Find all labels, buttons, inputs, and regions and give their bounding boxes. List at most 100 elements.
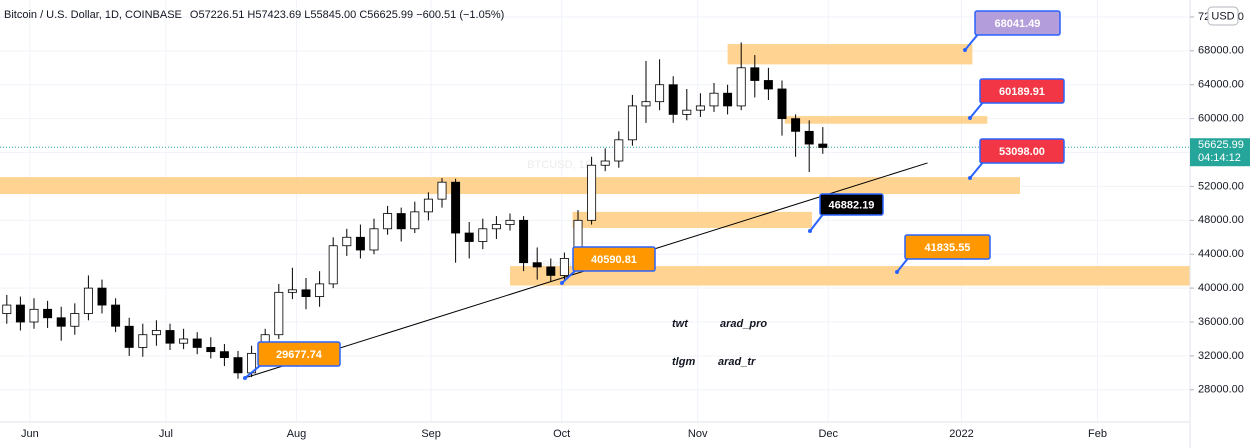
- candle-body: [383, 213, 393, 230]
- callout-box: [979, 138, 1065, 164]
- price-zone: [0, 177, 1020, 195]
- callout-box: [904, 234, 991, 260]
- y-tick-label: 36000.00: [1198, 316, 1244, 328]
- candle-body: [369, 228, 379, 251]
- candle-body: [29, 308, 39, 323]
- candle-body: [83, 287, 93, 314]
- callout-tip: [963, 48, 967, 52]
- candle-body: [559, 258, 569, 276]
- candle-body: [192, 338, 202, 348]
- x-tick-label: Sep: [421, 428, 441, 440]
- candle-body: [437, 181, 447, 200]
- price-zone: [727, 44, 973, 65]
- callout-label: 60189.91: [999, 86, 1045, 98]
- candle-body: [43, 308, 53, 319]
- candle-body: [151, 330, 161, 336]
- candle-body: [423, 198, 433, 213]
- candle-body: [15, 304, 25, 323]
- x-tick-label: Dec: [818, 428, 838, 440]
- y-tick-label: 44000.00: [1198, 248, 1244, 260]
- note-handle: arad_tr: [718, 356, 756, 368]
- ohlc-text: O57226.51 H57423.69 L55845.00 C56625.99 …: [190, 9, 504, 21]
- callout-label: 41835.55: [925, 242, 971, 254]
- candle-body: [641, 101, 651, 107]
- candle-body: [723, 92, 733, 107]
- candle-body: [804, 130, 814, 145]
- x-tick-label: Jun: [21, 428, 39, 440]
- price-zone: [510, 266, 1190, 286]
- candle-body: [56, 317, 66, 327]
- note-key: tlgm: [672, 356, 695, 368]
- candle-body: [546, 266, 556, 276]
- callout-pointer: [969, 100, 985, 119]
- candle-body: [777, 88, 787, 120]
- candle-body: [600, 160, 610, 166]
- candle-body: [179, 338, 189, 344]
- x-tick-label: Jul: [159, 428, 173, 440]
- candle-body: [287, 289, 297, 293]
- candle-body: [97, 287, 107, 306]
- candle-body: [627, 105, 637, 141]
- candle-body: [410, 211, 420, 230]
- currency-button[interactable]: [1207, 6, 1239, 26]
- candle-body: [818, 143, 828, 148]
- chart-title: Bitcoin / U.S. Dollar, 1D, COINBASE O5722…: [4, 9, 504, 21]
- y-tick-label: 48000.00: [1198, 214, 1244, 226]
- x-tick-label: 2022: [949, 428, 973, 440]
- callout-label: 29677.74: [276, 349, 323, 361]
- candle-body: [750, 67, 760, 81]
- y-tick-label: 28000.00: [1198, 384, 1244, 396]
- y-tick-label: 64000.00: [1198, 79, 1244, 91]
- candle-body: [233, 357, 243, 374]
- callout-label: 40590.81: [591, 254, 637, 266]
- price-zone: [784, 116, 988, 124]
- x-tick-label: Nov: [688, 428, 708, 440]
- callout-label: 68041.49: [995, 18, 1041, 30]
- candle-body: [614, 139, 624, 162]
- candle-body: [124, 325, 134, 348]
- candle-body: [2, 304, 12, 314]
- watermark: BTCUSD, 1D: [527, 159, 592, 171]
- callout-box: [979, 78, 1065, 104]
- callout-label: 46882.19: [829, 199, 875, 211]
- callout-box: [974, 10, 1061, 36]
- candle-body: [301, 289, 311, 297]
- y-tick-label: 52000.00: [1198, 180, 1244, 192]
- candle-body: [587, 164, 597, 221]
- y-tick-label: 40000.00: [1198, 282, 1244, 294]
- price-zone: [572, 211, 812, 228]
- y-tick-label: 32000.00: [1198, 350, 1244, 362]
- note-handle: arad_pro: [720, 318, 767, 330]
- candle-body: [206, 347, 216, 353]
- candle-body: [695, 105, 705, 111]
- candle-body: [709, 92, 719, 107]
- currency-label: USD: [1211, 10, 1234, 22]
- candle-body: [219, 351, 229, 358]
- candle-body: [532, 262, 542, 268]
- candle-body: [70, 313, 80, 327]
- candle-body: [478, 228, 488, 242]
- last-price-label: 56625.99: [1198, 139, 1244, 151]
- candle-body: [682, 109, 692, 115]
- callout-box: [572, 246, 656, 272]
- callout-tip: [895, 270, 899, 274]
- candle-body: [519, 219, 529, 264]
- last-price-box: [1190, 138, 1250, 167]
- candle-body: [342, 236, 352, 247]
- candle-body: [763, 80, 773, 90]
- callout-tip: [968, 116, 972, 120]
- candle-body: [505, 219, 515, 225]
- candle-body: [736, 67, 746, 107]
- callout-label: 53098.00: [999, 146, 1045, 158]
- candle-body: [791, 118, 801, 132]
- callout-box: [819, 193, 884, 216]
- callout-pointer: [809, 212, 825, 232]
- callout-pointer: [969, 160, 985, 179]
- title-text: Bitcoin / U.S. Dollar, 1D, COINBASE: [4, 9, 182, 21]
- x-tick-label: Oct: [553, 428, 570, 440]
- callout-tip: [243, 376, 247, 380]
- candle-body: [451, 181, 461, 234]
- candle-body: [111, 304, 121, 327]
- candle-body: [668, 84, 678, 115]
